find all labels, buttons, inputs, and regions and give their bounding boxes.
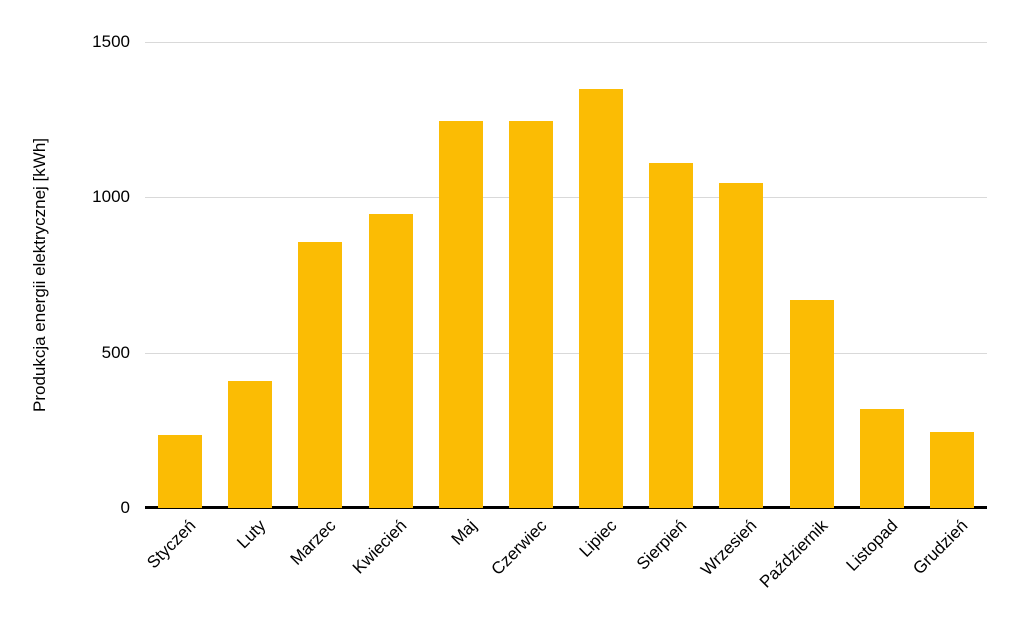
x-tick-label: Wrzesień [697, 516, 761, 580]
x-tick-label: Grudzień [909, 516, 972, 579]
x-tick-label: Czerwiec [487, 516, 551, 579]
x-tick-label: Marzec [286, 516, 340, 569]
y-tick-label: 1000 [92, 187, 130, 207]
gridline-1000 [145, 197, 987, 199]
gridline-0 [145, 506, 987, 509]
bar-czerwiec [509, 121, 553, 508]
bar-październik [790, 300, 834, 508]
bar-marzec [298, 242, 342, 508]
bar-wrzesień [719, 183, 763, 508]
plot-area [145, 42, 987, 509]
x-tick-label: Sierpień [632, 516, 691, 574]
bar-listopad [860, 409, 904, 508]
bar-styczeń [158, 435, 202, 508]
x-tick-label: Luty [233, 516, 270, 553]
bar-sierpień [649, 163, 693, 508]
bar-luty [228, 381, 272, 508]
x-tick-label: Styczeń [143, 516, 200, 573]
x-tick-label: Maj [447, 516, 481, 549]
bar-maj [439, 121, 483, 508]
x-tick-label: Lipiec [575, 516, 621, 561]
y-tick-label: 0 [120, 498, 130, 517]
gridline-1500 [145, 42, 987, 43]
x-tick-label: Listopad [842, 516, 902, 575]
gridline-500 [145, 352, 987, 354]
y-tick-label: 500 [101, 342, 130, 362]
x-tick-label: Październik [755, 516, 832, 592]
x-tick-label: Kwiecień [348, 516, 411, 578]
bar-grudzień [930, 432, 974, 508]
bar-kwiecień [369, 214, 413, 508]
bar-lipiec [579, 89, 623, 508]
y-axis-tick-labels: 0 500 1000 1500 [0, 0, 130, 633]
y-tick-label: 1500 [92, 32, 130, 51]
x-axis-tick-labels: Styczeń Luty Marzec Kwiecień Maj Czerwiec Lipi… [143, 516, 987, 626]
